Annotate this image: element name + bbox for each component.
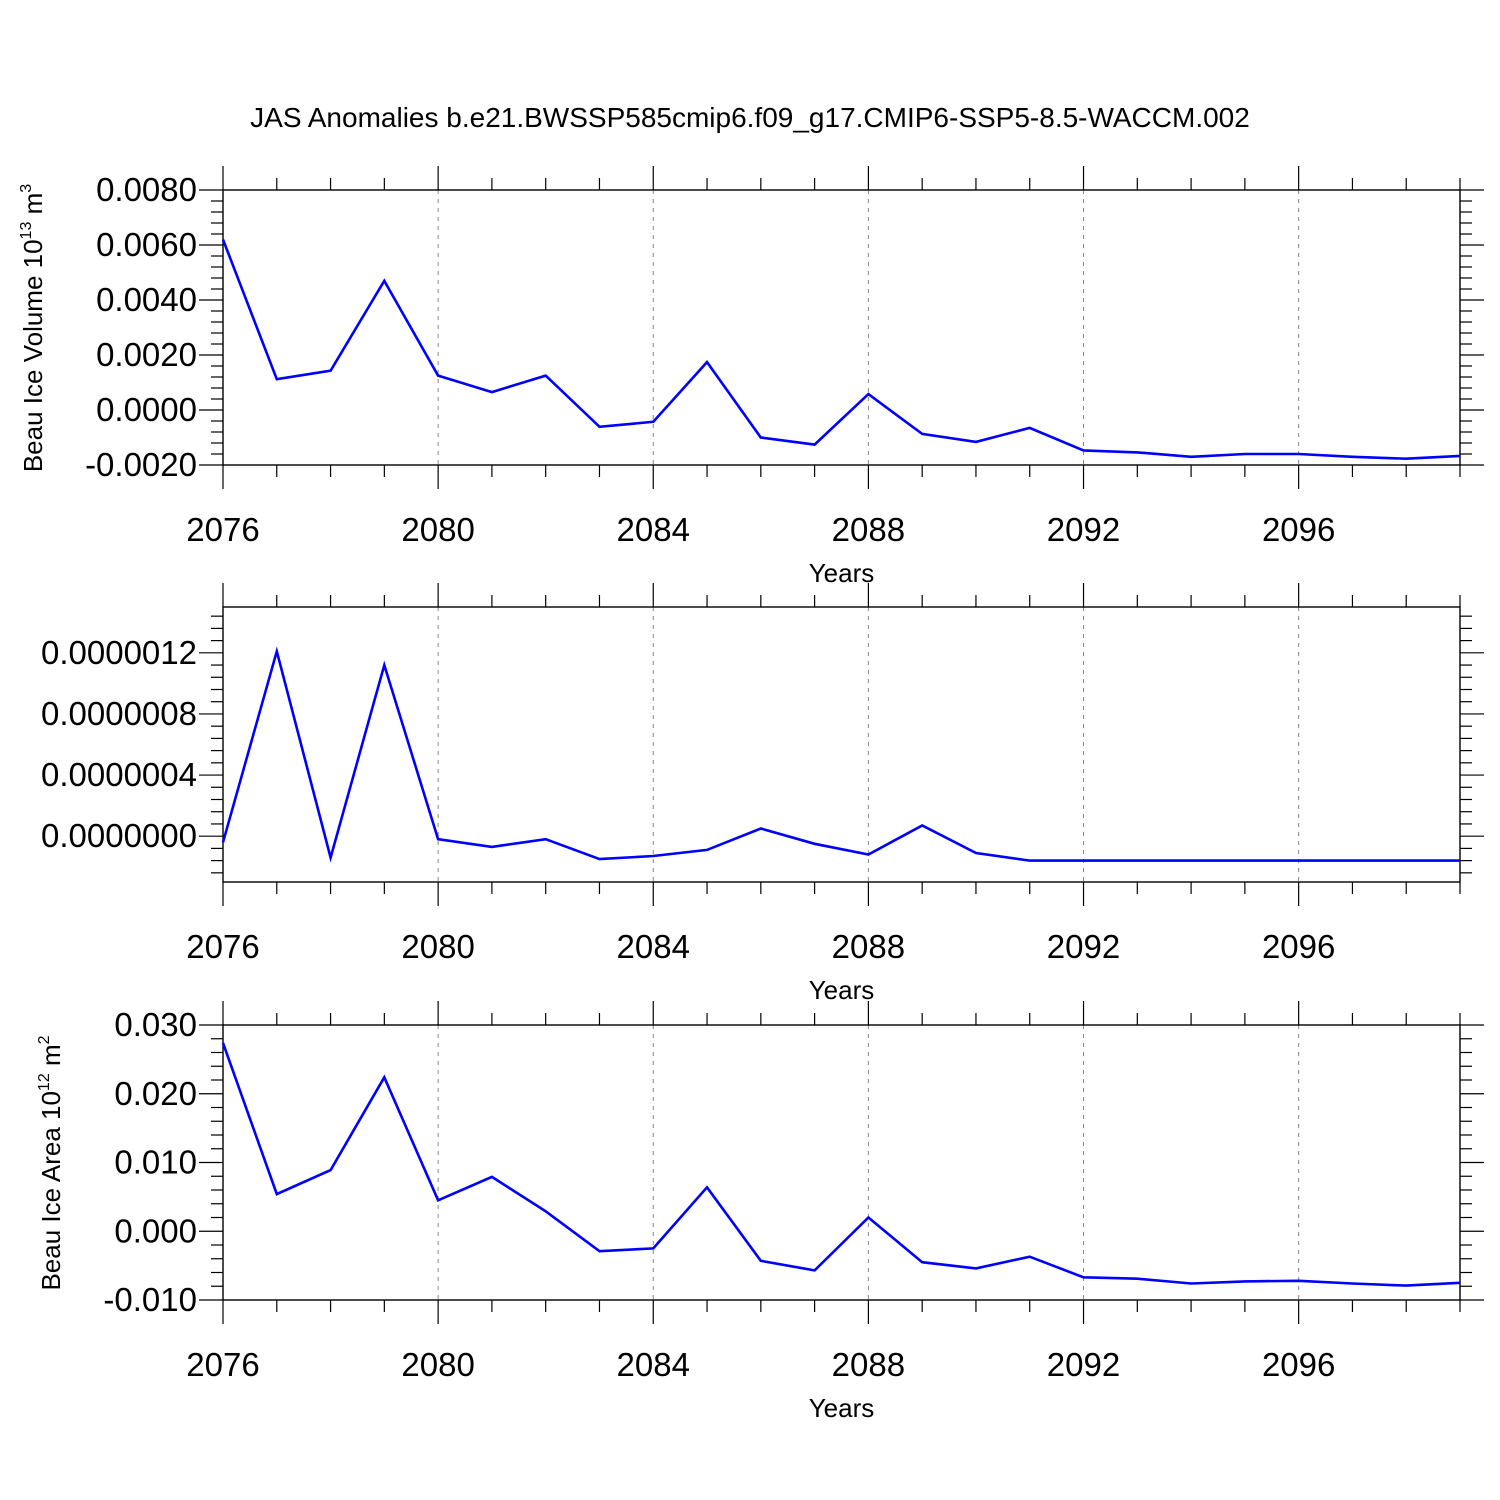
y-label-unit: m xyxy=(36,1044,66,1073)
y-label-unit-exponent: 3 xyxy=(18,184,35,193)
y-tick-label: 0.000 xyxy=(114,1212,197,1249)
chart-title: JAS Anomalies b.e21.BWSSP585cmip6.f09_g1… xyxy=(250,102,1250,133)
y-tick-label: 0.0060 xyxy=(96,226,197,263)
x-tick-label: 2088 xyxy=(832,1346,905,1383)
series-line xyxy=(221,1042,1461,1287)
y-tick-label: 0.010 xyxy=(114,1144,197,1181)
x-tick-label: 2092 xyxy=(1047,1346,1120,1383)
y-tick-label: 0.030 xyxy=(114,1006,197,1043)
x-axis-label: Years xyxy=(809,558,875,588)
x-axis-label: Years xyxy=(809,975,875,1005)
x-tick-label: 2076 xyxy=(186,511,259,548)
plot-frame xyxy=(222,606,1461,883)
x-axis-label: Years xyxy=(809,1393,875,1423)
x-tick-label: 2076 xyxy=(186,1346,259,1383)
x-tick-label: 2092 xyxy=(1047,511,1120,548)
y-tick-label: 0.0000000 xyxy=(41,817,197,854)
x-tick-label: 2084 xyxy=(617,511,690,548)
y-label-main: Beau Ice Area 10 xyxy=(36,1091,66,1290)
x-tick-label: 2092 xyxy=(1047,928,1120,965)
series-line xyxy=(221,646,1460,863)
y-tick-label: 0.0020 xyxy=(96,336,197,373)
y-tick-label: -0.0020 xyxy=(85,446,197,483)
y-tick-label: 0.0000008 xyxy=(41,695,197,732)
y-axis-label: Beau Ice Area 1012 m2 xyxy=(36,1035,66,1290)
x-tick-label: 2084 xyxy=(617,1346,690,1383)
x-tick-label: 2076 xyxy=(186,928,259,965)
plot-frame xyxy=(222,1024,1461,1301)
x-tick-label: 2088 xyxy=(832,928,905,965)
y-tick-label: 0.020 xyxy=(114,1075,197,1112)
x-tick-label: 2096 xyxy=(1262,511,1335,548)
y-axis-label: Beau Ice Volume 1013 m3 xyxy=(18,184,48,472)
y-label-exponent: 13 xyxy=(18,222,35,240)
x-tick-label: 2080 xyxy=(401,1346,474,1383)
x-tick-label: 2080 xyxy=(401,511,474,548)
y-tick-label: -0.010 xyxy=(103,1281,197,1318)
x-tick-label: 2080 xyxy=(401,928,474,965)
y-label-unit: m xyxy=(18,193,48,222)
series-line xyxy=(221,239,1461,461)
y-label-unit-exponent: 2 xyxy=(36,1035,53,1044)
y-tick-label: 0.0000012 xyxy=(41,634,197,671)
plot-frame xyxy=(222,189,1461,466)
x-tick-label: 2096 xyxy=(1262,928,1335,965)
middle-panel: 0.0000000 0.0000004 0.0000008 0.0000012 2076… xyxy=(41,583,1484,1005)
y-label-exponent: 12 xyxy=(36,1073,53,1091)
x-tick-label: 2084 xyxy=(617,928,690,965)
y-tick-label: 0.0040 xyxy=(96,281,197,318)
y-tick-label: 0.0000004 xyxy=(41,756,197,793)
y-label-main: Beau Ice Volume 10 xyxy=(18,239,48,472)
area-panel: -0.010 0.000 0.010 0.020 0.030 2076 2080 2084 20… xyxy=(36,1001,1484,1423)
x-tick-label: 2088 xyxy=(832,511,905,548)
y-tick-label: 0.0000 xyxy=(96,391,197,428)
volume-panel: -0.0020 0.0000 0.0020 0.0040 0.0060 0.0080 207… xyxy=(18,166,1484,588)
y-tick-label: 0.0080 xyxy=(96,171,197,208)
x-tick-label: 2096 xyxy=(1262,1346,1335,1383)
